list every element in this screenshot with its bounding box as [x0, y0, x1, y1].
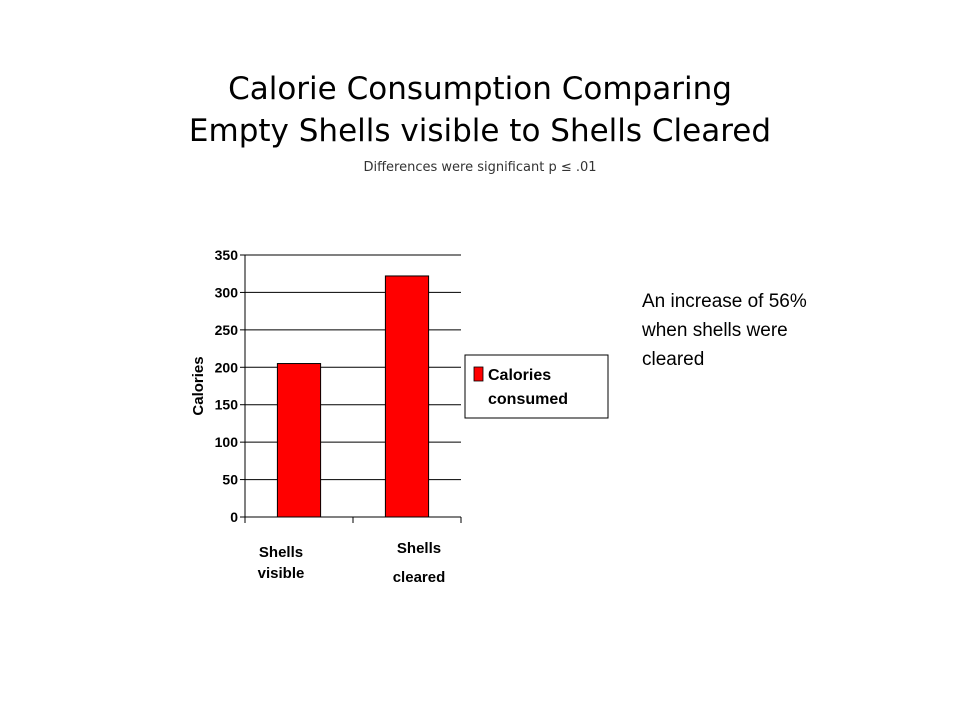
legend-box [464, 354, 609, 419]
title-line-1: Calorie Consumption Comparing [228, 71, 732, 107]
y-tick-label-100: 100 [215, 434, 239, 450]
slide-title: Calorie Consumption Comparing Empty Shel… [0, 68, 960, 152]
bar-1 [276, 363, 322, 518]
x-category-label-1: Shells visible [258, 544, 305, 582]
increase-annotation: An increase of 56% when shells were clea… [642, 291, 807, 370]
y-axis-title: Calories [190, 356, 207, 415]
slide-subtitle: Differences were significant p ≤ .01 [363, 160, 597, 175]
x-category-label-2: Shells cleared [393, 540, 446, 586]
y-tick-label-150: 150 [215, 397, 239, 413]
y-tick-label-300: 300 [215, 284, 239, 300]
y-tick-label-250: 250 [215, 322, 239, 338]
y-tick-label-50: 50 [222, 472, 238, 488]
legend-label: Calories consumed [488, 367, 568, 408]
y-tick-label-350: 350 [215, 247, 239, 263]
bar-2 [384, 275, 430, 518]
y-tick-label-200: 200 [215, 359, 239, 375]
y-tick-label-0: 0 [230, 509, 238, 525]
title-line-2: Empty Shells visible to Shells Cleared [188, 113, 772, 149]
legend-swatch [473, 366, 484, 382]
